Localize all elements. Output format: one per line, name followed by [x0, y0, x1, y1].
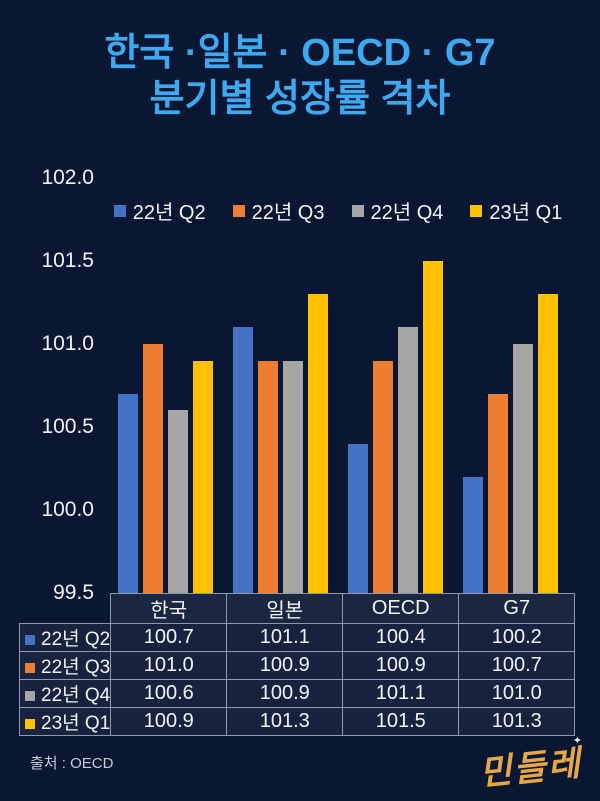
table-cell-r2-c1: 100.9: [226, 679, 344, 708]
table-row-label: 23년 Q1: [18, 707, 112, 736]
table-cell-r3-c1: 101.3: [226, 707, 344, 736]
chart-legend: 22년 Q2 22년 Q3 22년 Q4 23년 Q1: [108, 196, 568, 225]
table-cell-r2-c0: 100.6: [110, 679, 228, 708]
table-row: 22년 Q2 100.7 101.1 100.4 100.2: [18, 623, 576, 652]
bar-g1-s0: [233, 327, 253, 593]
table-row-label: 22년 Q3: [18, 651, 112, 680]
series-swatch-icon: [25, 663, 35, 673]
table-cell-r1-c0: 101.0: [110, 651, 228, 680]
legend-swatch-icon: [232, 204, 245, 217]
table-cell-r1-c3: 100.7: [458, 651, 576, 680]
bar-g0-s0: [118, 393, 138, 593]
bar-g0-s1: [143, 344, 163, 593]
legend-label: 22년 Q3: [251, 202, 325, 224]
page-title-line1: 한국 ·일본 · OECD · G7: [104, 32, 496, 74]
bar-g1-s3: [308, 294, 328, 593]
legend-item-3: 23년 Q1: [470, 196, 562, 225]
table-cell-r1-c1: 100.9: [226, 651, 344, 680]
table-cell-r0-c1: 101.1: [226, 623, 344, 652]
bar-g1-s1: [258, 360, 278, 593]
bar-g2-s2: [398, 327, 418, 593]
bar-g3-s3: [538, 294, 558, 593]
table-header-0: 한국: [110, 593, 228, 624]
y-tick-label: 101.0: [41, 332, 94, 355]
legend-swatch-icon: [113, 204, 126, 217]
table-cell-r1-c2: 100.9: [342, 651, 460, 680]
y-tick-label: 100.5: [41, 415, 94, 438]
bar-g3-s0: [463, 476, 483, 593]
table-cell-r0-c2: 100.4: [342, 623, 460, 652]
legend-item-1: 22년 Q3: [232, 196, 325, 225]
table-cell-r0-c0: 100.7: [110, 623, 228, 652]
y-tick-label: 99.5: [53, 581, 94, 604]
source-note: 출처 : OECD: [30, 755, 114, 772]
table-header-1: 일본: [226, 593, 344, 624]
legend-swatch-icon: [470, 204, 483, 217]
table-cell-r3-c0: 100.9: [110, 707, 228, 736]
legend-item-2: 22년 Q4: [351, 196, 444, 225]
table-row: 23년 Q1 100.9 101.3 101.5 101.3: [18, 707, 576, 736]
legend-label: 22년 Q2: [132, 202, 206, 224]
y-tick-label: 102.0: [41, 166, 94, 189]
legend-label: 22년 Q4: [370, 202, 444, 224]
series-swatch-icon: [25, 719, 35, 729]
bar-g2-s1: [373, 360, 393, 593]
series-swatch-icon: [25, 691, 35, 701]
table-cell-r3-c2: 101.5: [342, 707, 460, 736]
bar-g2-s3: [423, 261, 443, 593]
table-cell-r2-c2: 101.1: [342, 679, 460, 708]
table-corner-blank: [20, 594, 111, 624]
bar-g2-s0: [348, 443, 368, 593]
table-row-label: 22년 Q2: [18, 623, 112, 652]
table-row: 22년 Q3 101.0 100.9 100.9 100.7: [18, 651, 576, 680]
page-title: 한국 ·일본 · OECD · G7 분기별 성장률 격차: [0, 30, 600, 123]
table-cell-r2-c3: 101.0: [458, 679, 576, 708]
brand-logo: 민들레: [477, 743, 585, 794]
y-tick-label: 100.0: [41, 498, 94, 521]
sparkle-icon: ✦: [572, 735, 582, 747]
table-row-label: 22년 Q4: [18, 679, 112, 708]
table-cell-r0-c3: 100.2: [458, 623, 576, 652]
table-cell-r3-c3: 101.3: [458, 707, 576, 736]
data-table: 한국 일본 OECD G7 22년 Q2 100.7 101.1 100.4 100.2 22년 …: [18, 593, 576, 736]
bar-g1-s2: [283, 360, 303, 593]
page-title-line2: 분기별 성장률 격차: [149, 78, 451, 121]
legend-item-0: 22년 Q2: [113, 196, 206, 225]
bar-g3-s1: [488, 393, 508, 593]
series-swatch-icon: [25, 635, 35, 645]
table-header-2: OECD: [342, 593, 460, 624]
legend-label: 23년 Q1: [489, 202, 563, 224]
y-tick-label: 101.5: [41, 249, 94, 272]
table-row: 22년 Q4 100.6 100.9 101.1 101.0: [18, 679, 576, 708]
bar-g0-s2: [168, 410, 188, 593]
table-header-3: G7: [458, 593, 576, 624]
legend-swatch-icon: [351, 204, 364, 217]
bar-g0-s3: [193, 360, 213, 593]
bar-g3-s2: [513, 344, 533, 593]
